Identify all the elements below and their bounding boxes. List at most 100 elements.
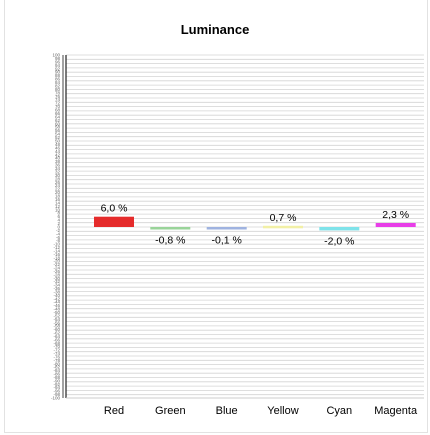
y-tick-label: 0 (57, 225, 60, 230)
value-label: 2,3 % (382, 209, 409, 221)
y-tick-label: 42 (55, 152, 61, 157)
y-tick-label: -84 (53, 368, 60, 373)
y-tick-label: 38 (55, 159, 61, 164)
y-tick-label: -86 (53, 372, 60, 377)
value-label: -2,0 % (324, 235, 354, 247)
y-tick-label: -26 (53, 269, 60, 274)
y-tick-label: 36 (55, 163, 61, 168)
bar-blue (206, 227, 247, 230)
y-tick-label: 84 (55, 80, 61, 85)
y-tick-label: 32 (55, 170, 61, 175)
y-tick-label: -66 (53, 337, 60, 342)
bar-green (150, 227, 191, 230)
y-tick-label: 34 (55, 166, 61, 171)
y-tick-label: 12 (55, 204, 61, 209)
y-tick-label: -100 (51, 396, 61, 401)
y-tick-label: 80 (55, 87, 61, 92)
y-tick-label: 82 (55, 84, 61, 89)
y-tick-labels: 1009896949290888684828078767472706866646… (51, 53, 61, 401)
y-tick-label: 72 (55, 101, 61, 106)
y-tick-label: 64 (55, 114, 61, 119)
y-tick-label: 60 (55, 121, 61, 126)
y-tick-label: 66 (55, 111, 61, 116)
value-label: 6,0 % (101, 203, 128, 215)
chart-title: Luminance (180, 22, 250, 37)
y-tick-label: -64 (53, 334, 60, 339)
y-tick-label: 8 (57, 211, 60, 216)
bar-magenta (375, 223, 416, 227)
y-tick-label: 18 (55, 194, 61, 199)
y-tick-label: 26 (55, 180, 61, 185)
y-axis (62, 55, 424, 399)
y-tick-label: 56 (55, 128, 61, 133)
y-tick-label: 58 (55, 125, 61, 130)
y-tick-label: 44 (55, 149, 61, 154)
y-tick-label: -32 (53, 279, 60, 284)
y-tick-label: -72 (53, 348, 60, 353)
y-tick-label: -56 (53, 320, 60, 325)
category-label: Magenta (374, 405, 418, 417)
category-label: Cyan (326, 405, 352, 417)
value-label: -0,1 % (211, 235, 241, 247)
y-tick-label: -18 (53, 255, 60, 260)
y-tick-label: 62 (55, 118, 61, 123)
y-tick-label: 98 (55, 56, 61, 61)
category-label: Yellow (267, 405, 298, 417)
category-label: Red (104, 405, 124, 417)
y-tick-label: 78 (55, 90, 61, 95)
y-tick-label: 4 (57, 218, 60, 223)
y-tick-label: 24 (55, 183, 61, 188)
y-tick-label: -8 (56, 238, 60, 243)
y-tick-label: 40 (55, 156, 61, 161)
y-tick-label: 96 (55, 59, 61, 64)
y-tick-label: -16 (53, 252, 60, 257)
y-tick-label: -70 (53, 344, 60, 349)
y-tick-label: -12 (53, 245, 60, 250)
bar-cyan (319, 227, 360, 231)
y-tick-label: 90 (55, 70, 61, 75)
y-tick-label: -40 (53, 293, 60, 298)
y-tick-label: 94 (55, 63, 61, 68)
y-tick-label: -74 (53, 351, 60, 356)
y-tick-label: -96 (53, 389, 60, 394)
y-tick-label: 54 (55, 132, 61, 137)
y-tick-label: -48 (53, 307, 60, 312)
y-tick-label: 50 (55, 139, 61, 144)
y-tick-label: 86 (55, 77, 61, 82)
y-tick-label: 92 (55, 66, 61, 71)
y-tick-label: 28 (55, 176, 61, 181)
y-tick-label: -98 (53, 392, 60, 397)
value-label: 0,7 % (270, 212, 297, 224)
y-tick-label: -92 (53, 382, 60, 387)
y-tick-label: 14 (55, 200, 61, 205)
y-tick-label: 100 (52, 53, 60, 58)
y-tick-label: 46 (55, 145, 61, 150)
y-tick-label: 16 (55, 197, 61, 202)
y-tick-label: -62 (53, 331, 60, 336)
y-tick-label: -94 (53, 385, 60, 390)
y-tick-label: -6 (56, 235, 60, 240)
y-tick-label: -46 (53, 303, 60, 308)
y-tick-label: -44 (53, 300, 60, 305)
y-tick-label: 48 (55, 142, 61, 147)
y-tick-label: 6 (57, 214, 60, 219)
category-label: Green (155, 405, 186, 417)
y-tick-label: -38 (53, 290, 60, 295)
y-tick-label: -88 (53, 375, 60, 380)
y-tick-label: 22 (55, 187, 61, 192)
y-tick-label: -20 (53, 259, 60, 264)
y-tick-label: 68 (55, 108, 61, 113)
y-tick-label: -10 (53, 242, 60, 247)
y-tick-label: 30 (55, 173, 61, 178)
y-tick-label: -28 (53, 272, 60, 277)
y-tick-label: -76 (53, 355, 60, 360)
y-tick-label: 2 (57, 221, 60, 226)
y-tick-label: 70 (55, 104, 61, 109)
y-tick-label: -36 (53, 286, 60, 291)
category-label: Blue (216, 405, 238, 417)
y-tick-label: 20 (55, 190, 61, 195)
y-tick-label: 52 (55, 135, 61, 140)
y-tick-label: -58 (53, 324, 60, 329)
value-labels: 6,0 % -0,8 % -0,1 % 0,7 % -2,0 % 2,3 % (101, 203, 410, 248)
